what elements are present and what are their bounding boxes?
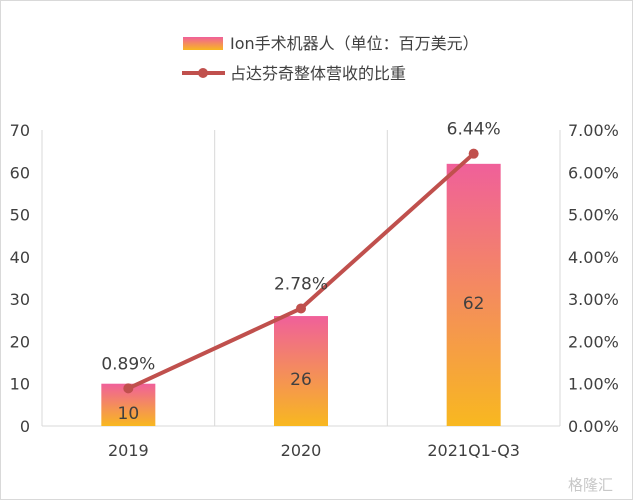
legend-line-label: 占达芬奇整体营收的比重	[230, 64, 406, 83]
y-tick-label: 20	[10, 332, 30, 351]
y-tick-label: 50	[10, 206, 30, 225]
x-tick-label: 2019	[108, 441, 149, 460]
bar	[274, 316, 328, 426]
bar	[446, 163, 501, 427]
line-point	[468, 148, 479, 159]
y2-tick-label: 3.00%	[568, 290, 619, 309]
legend-bar-label: Ion手术机器人（单位：百万美元）	[230, 34, 479, 53]
line-point	[123, 383, 134, 394]
x-tick-label: 2020	[281, 441, 322, 460]
y-tick-label: 10	[10, 375, 30, 394]
y2-tick-label: 1.00%	[568, 375, 619, 394]
y-tick-label: 70	[10, 121, 30, 140]
y2-tick-label: 0.00%	[568, 417, 619, 436]
bar-data-label: 26	[290, 370, 312, 390]
y2-tick-label: 6.00%	[568, 163, 619, 182]
y-tick-label: 30	[10, 290, 30, 309]
line-data-label: 6.44%	[447, 120, 501, 140]
watermark: 格隆汇	[568, 476, 613, 494]
bar-data-label: 62	[463, 294, 485, 314]
y2-tick-label: 7.00%	[568, 121, 619, 140]
y2-tick-label: 5.00%	[568, 206, 619, 225]
y-tick-label: 40	[10, 248, 30, 267]
legend-line-marker	[198, 68, 208, 78]
legend-bar-swatch	[183, 37, 223, 50]
y2-tick-label: 4.00%	[568, 248, 619, 267]
line-point	[296, 303, 306, 314]
line-data-label: 0.89%	[101, 354, 155, 374]
y2-tick-label: 2.00%	[568, 332, 619, 351]
legend: Ion手术机器人（单位：百万美元） 占达芬奇整体营收的比重	[182, 34, 479, 83]
y-tick-label: 0	[20, 417, 30, 436]
y-tick-label: 60	[10, 163, 30, 182]
bar-data-label: 10	[118, 404, 140, 424]
x-tick-label: 2021Q1-Q3	[427, 441, 520, 460]
line-data-label: 2.78%	[274, 274, 328, 294]
